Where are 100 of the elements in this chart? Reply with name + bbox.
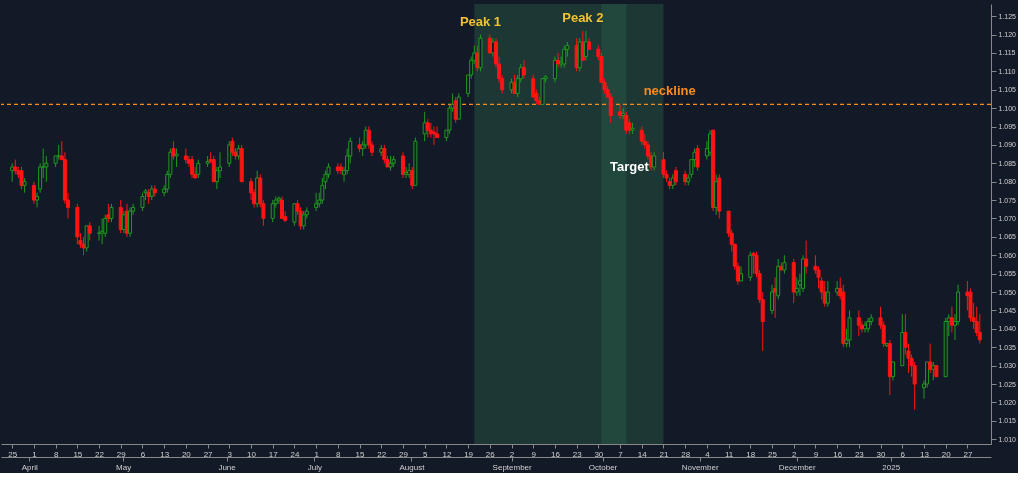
candlestick bbox=[140, 192, 145, 212]
candlestick bbox=[856, 309, 861, 337]
x-tick-label: 20 bbox=[941, 449, 952, 459]
candlestick bbox=[521, 59, 526, 80]
x2-tick-label: December bbox=[778, 462, 817, 472]
candlestick bbox=[751, 251, 756, 275]
x-tick-label: 12 bbox=[442, 449, 452, 459]
x-tick-label: 27 bbox=[203, 449, 214, 459]
candlestick bbox=[661, 151, 666, 179]
x-tick-label: 25 bbox=[768, 449, 778, 459]
candlestick bbox=[431, 126, 436, 146]
candlestick bbox=[652, 151, 657, 172]
x-tick-label: 23 bbox=[572, 449, 583, 459]
candlestick bbox=[35, 192, 40, 208]
x-tick-label: 8 bbox=[53, 449, 59, 459]
x-tick-label: 10 bbox=[247, 449, 257, 459]
candlestick bbox=[794, 276, 799, 297]
candlestick bbox=[562, 45, 567, 69]
candlestick bbox=[31, 181, 36, 205]
x-tick-label: 11 bbox=[724, 449, 734, 459]
candlestick bbox=[171, 140, 176, 161]
candlestick bbox=[425, 118, 430, 139]
candlestick bbox=[739, 265, 743, 282]
candlestick bbox=[847, 309, 852, 348]
x-tick-label: 22 bbox=[95, 449, 105, 459]
x-tick-label: 9 bbox=[813, 449, 819, 459]
x-tick-label: 2 bbox=[791, 449, 797, 459]
candlestick bbox=[152, 184, 157, 197]
candlestick bbox=[84, 225, 89, 253]
candlestick bbox=[292, 203, 297, 227]
x-tick-label: 30 bbox=[594, 449, 604, 459]
x-tick-label: 7 bbox=[618, 449, 624, 459]
x-tick-label: 28 bbox=[681, 449, 691, 459]
x-tick-label: 26 bbox=[485, 449, 496, 459]
x2-tick-label: November bbox=[681, 462, 719, 472]
candlestick bbox=[400, 151, 405, 179]
candlestick bbox=[109, 203, 114, 223]
x-tick-label: 13 bbox=[920, 449, 930, 459]
x-tick-label: 14 bbox=[637, 449, 648, 459]
x2-tick-label: September bbox=[492, 462, 533, 472]
candlestick bbox=[404, 166, 409, 179]
candlestick bbox=[301, 210, 306, 231]
candlestick bbox=[230, 137, 235, 157]
x-tick-label: 19 bbox=[464, 449, 474, 459]
x-tick-label: 20 bbox=[181, 449, 192, 459]
candlestick bbox=[890, 361, 895, 381]
candlestick bbox=[422, 111, 427, 142]
x-tick-label: 23 bbox=[854, 449, 865, 459]
x2-tick-label: April bbox=[21, 462, 38, 472]
candlestick bbox=[227, 140, 232, 168]
x-tick-label: 1 bbox=[32, 449, 38, 459]
x2-tick-label: June bbox=[218, 462, 237, 472]
candlestick bbox=[270, 199, 275, 223]
annotation: Peak 2 bbox=[562, 9, 604, 25]
x-tick-label: 16 bbox=[833, 449, 843, 459]
x-tick-label: 16 bbox=[550, 449, 561, 459]
candlestick bbox=[928, 343, 933, 374]
x-tick-label: 5 bbox=[422, 449, 428, 459]
candlestick bbox=[770, 284, 775, 315]
x-tick-label: 1 bbox=[314, 449, 320, 459]
x-tick-label: 6 bbox=[900, 449, 906, 459]
candlestick bbox=[804, 240, 809, 275]
annotation: neckline bbox=[643, 83, 696, 99]
annotation: Peak 1 bbox=[459, 13, 502, 29]
x-tick-label: 18 bbox=[746, 449, 756, 459]
x-tick-label: 15 bbox=[355, 449, 366, 459]
x-tick-label: 4 bbox=[705, 449, 711, 459]
x-tick-label: 17 bbox=[268, 449, 279, 459]
candlestick bbox=[673, 166, 678, 186]
annotation: Target bbox=[609, 158, 650, 174]
x2-tick-label: May bbox=[116, 462, 132, 472]
candlestick bbox=[949, 306, 954, 334]
x-tick-label: 21 bbox=[659, 449, 669, 459]
x2-tick-label: July bbox=[307, 462, 322, 472]
candlestick bbox=[87, 221, 92, 242]
x-tick-label: 8 bbox=[336, 449, 342, 459]
x2-tick-label: August bbox=[399, 462, 426, 472]
x2-tick-label: October bbox=[588, 462, 618, 472]
x-tick-label: 6 bbox=[140, 449, 146, 459]
candlestick bbox=[183, 148, 188, 164]
x-tick-label: 29 bbox=[116, 449, 127, 459]
x-tick-label: 3 bbox=[227, 449, 233, 459]
candlestick bbox=[456, 92, 461, 120]
candlestick bbox=[128, 206, 133, 238]
x-tick-label: 24 bbox=[290, 449, 300, 459]
candlestick bbox=[639, 126, 644, 146]
candlestick bbox=[100, 217, 105, 245]
x-tick-label: 22 bbox=[377, 449, 387, 459]
x-tick-label: 25 bbox=[8, 449, 18, 459]
candlestick bbox=[276, 195, 281, 205]
candlestick bbox=[174, 148, 179, 168]
candlestick bbox=[608, 92, 613, 124]
x-tick-label: 13 bbox=[160, 449, 170, 459]
x-tick-label: 9 bbox=[531, 449, 537, 459]
x-tick-label: 29 bbox=[399, 449, 409, 459]
x2-tick-label: 2025 bbox=[882, 462, 901, 472]
x-tick-label: 15 bbox=[73, 449, 83, 459]
candlestick bbox=[552, 56, 557, 83]
x-tick-label: 27 bbox=[963, 449, 973, 459]
x-tick-label: 30 bbox=[876, 449, 887, 459]
